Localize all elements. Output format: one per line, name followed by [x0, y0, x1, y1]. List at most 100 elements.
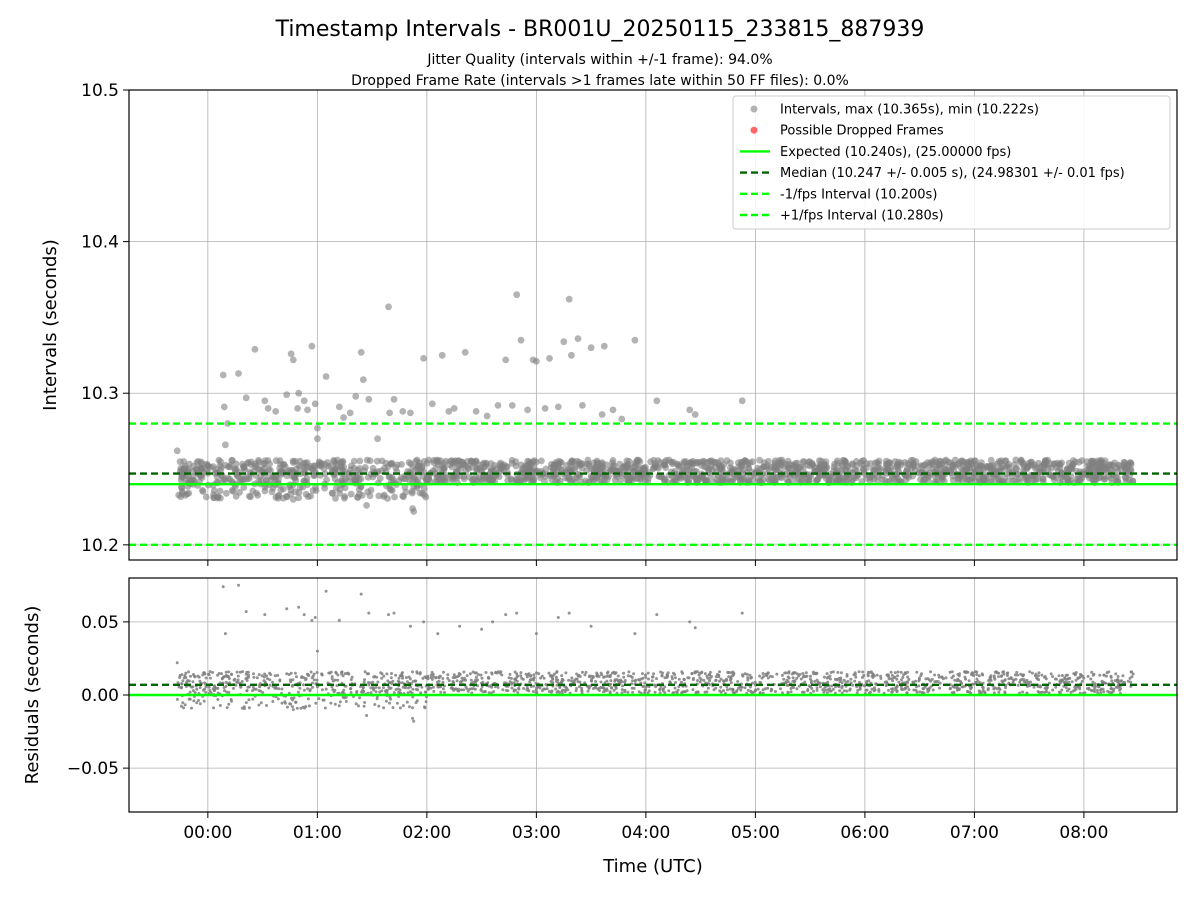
data-point	[641, 672, 644, 676]
data-point	[232, 678, 236, 682]
data-point	[530, 475, 538, 483]
data-point	[629, 674, 633, 678]
data-point	[853, 679, 857, 683]
data-point	[661, 689, 665, 693]
data-point	[858, 681, 861, 684]
data-point	[181, 679, 185, 683]
data-point	[490, 685, 494, 689]
data-point	[487, 676, 491, 680]
data-point	[522, 687, 526, 690]
data-point	[510, 686, 514, 690]
data-point	[259, 689, 262, 693]
data-point	[1039, 690, 1043, 694]
data-point	[706, 686, 710, 690]
outlier-point	[587, 344, 595, 352]
data-point	[891, 690, 894, 693]
data-point	[936, 457, 944, 465]
data-point	[266, 677, 269, 681]
data-point	[1069, 461, 1077, 468]
data-point	[244, 701, 248, 705]
data-point	[655, 677, 658, 681]
data-point	[227, 690, 231, 694]
data-point	[300, 675, 304, 679]
data-point	[583, 467, 591, 474]
data-point	[663, 685, 667, 689]
data-point	[316, 685, 319, 689]
data-point	[504, 477, 512, 484]
data-point	[388, 695, 392, 699]
data-point	[903, 681, 907, 685]
data-point	[189, 674, 192, 678]
data-point	[377, 686, 381, 690]
data-point	[1083, 691, 1087, 695]
data-point	[868, 473, 876, 481]
data-point	[296, 457, 304, 465]
data-point	[828, 687, 832, 691]
data-point	[917, 684, 921, 688]
outlier-point	[365, 395, 373, 403]
data-point	[1086, 687, 1089, 690]
data-point	[783, 671, 787, 675]
data-point	[869, 670, 873, 674]
data-point	[937, 673, 941, 677]
outlier-point	[291, 708, 295, 712]
data-point	[902, 673, 906, 677]
data-point	[198, 686, 202, 689]
data-point	[748, 685, 752, 689]
data-point	[479, 673, 483, 677]
data-point	[229, 698, 233, 701]
data-point	[1003, 470, 1011, 477]
data-point	[1116, 686, 1120, 689]
data-point	[301, 683, 305, 687]
data-point	[534, 688, 538, 692]
data-point	[825, 672, 829, 676]
data-point	[708, 679, 711, 683]
data-point	[290, 705, 294, 709]
data-point	[551, 674, 555, 678]
data-point	[1090, 688, 1094, 692]
data-point	[718, 689, 722, 693]
data-point	[686, 676, 690, 680]
outlier-point	[740, 611, 744, 615]
data-point	[891, 687, 895, 691]
outlier-point	[524, 406, 531, 414]
data-point	[400, 681, 404, 685]
data-point	[375, 492, 383, 500]
data-point	[263, 672, 267, 676]
legend-marker-intervals--0	[750, 105, 758, 113]
data-point	[1035, 676, 1038, 680]
data-point	[352, 477, 359, 485]
data-point	[555, 670, 559, 674]
outlier-point	[359, 592, 363, 596]
data-point	[1021, 690, 1025, 694]
data-point	[1114, 672, 1118, 676]
data-point	[550, 690, 553, 694]
data-point	[854, 675, 858, 679]
data-point	[1067, 687, 1071, 691]
data-point	[187, 679, 191, 683]
data-point	[626, 674, 630, 678]
outlier-point	[480, 627, 484, 631]
data-point	[580, 686, 584, 690]
data-point	[244, 459, 252, 466]
data-point	[917, 679, 921, 683]
data-point	[489, 691, 493, 695]
data-point	[1005, 671, 1009, 675]
data-point	[202, 699, 206, 703]
data-point	[780, 673, 784, 677]
data-point	[718, 670, 721, 674]
data-point	[848, 687, 852, 691]
data-point	[614, 686, 618, 690]
data-point	[1068, 676, 1072, 680]
data-point	[838, 680, 842, 683]
data-point	[349, 678, 353, 682]
data-point	[1095, 688, 1099, 692]
data-point	[929, 670, 933, 674]
data-point	[1018, 691, 1022, 695]
data-point	[646, 671, 650, 675]
data-point	[1076, 476, 1084, 483]
data-point	[548, 674, 552, 677]
data-point	[774, 690, 777, 693]
data-point	[754, 689, 758, 693]
outlier-point	[589, 624, 593, 628]
